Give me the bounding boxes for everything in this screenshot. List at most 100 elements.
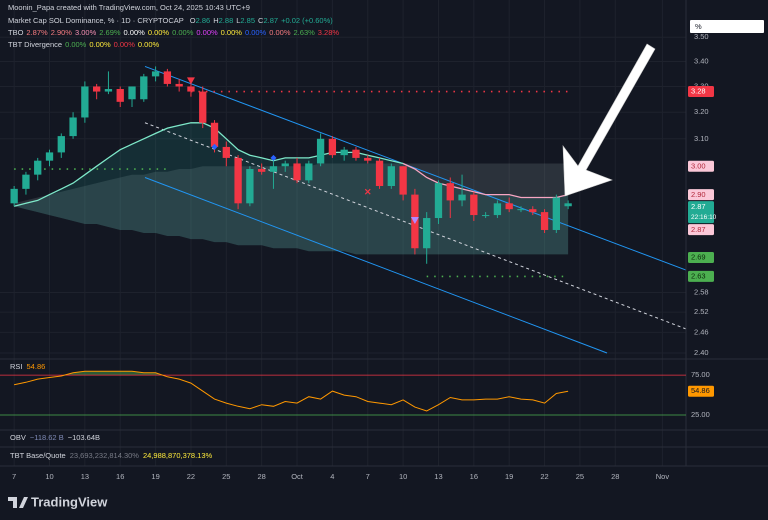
candle-body <box>246 169 254 204</box>
trend-line <box>144 65 687 271</box>
ohlc-value: 2.85 <box>240 16 255 25</box>
rsi-name: RSI <box>10 362 23 371</box>
indicator-value: 0.00% <box>124 28 146 37</box>
price-tag <box>688 201 714 224</box>
candle-body <box>293 163 301 181</box>
signal-marker <box>364 188 371 195</box>
trend-line <box>144 177 608 354</box>
annotation-arrow <box>562 43 656 197</box>
candle-body <box>423 218 431 249</box>
x-tick-label: Oct <box>291 472 304 481</box>
price-tag-label: 2.87 <box>691 225 706 234</box>
y-tick-label: 3.50 <box>694 32 709 41</box>
countdown: 22:16:10 <box>691 214 717 221</box>
x-tick-label: 22 <box>540 472 548 481</box>
candle-body <box>552 197 560 230</box>
x-tick-label: 28 <box>257 472 265 481</box>
ohlc-key: H <box>213 16 218 25</box>
price-tag <box>688 224 714 236</box>
ohlc-value: 2.86 <box>196 16 211 25</box>
tbt-value: 24,988,870,378.13% <box>143 451 213 460</box>
moving-average <box>13 122 404 207</box>
change: +0.02 (+0.60%) <box>281 16 333 25</box>
signal-marker <box>270 154 277 161</box>
candle-body <box>104 89 113 92</box>
y-tick-label: 3.10 <box>694 134 709 143</box>
ohlc-key: O <box>190 16 196 25</box>
candle-body <box>69 117 77 137</box>
obv-name: OBV <box>10 433 26 442</box>
price-pane <box>10 65 687 354</box>
signal-marker <box>186 77 195 85</box>
candle-body <box>57 136 65 153</box>
indicator-value: 3.28% <box>318 28 340 37</box>
candle-body <box>458 194 466 201</box>
candle-body <box>540 212 549 230</box>
unit-box[interactable] <box>690 20 764 33</box>
x-tick-label: 25 <box>576 472 584 481</box>
obv-legend: OBV −118.62 B −103.64B <box>10 433 100 442</box>
lower-panes: OBV −118.62 B −103.64B TBT Base/Quote 23,693… <box>10 433 213 460</box>
price-tag-label: 3.00 <box>691 161 706 170</box>
candle-body <box>517 209 525 211</box>
legend: Moonin_Papa created with TradingView.com… <box>8 3 339 49</box>
candle-body <box>399 166 407 195</box>
indicator-value: 2.63% <box>294 28 316 37</box>
candle-body <box>140 76 148 100</box>
y-tick-label: 3.30 <box>694 81 709 90</box>
candle-body <box>387 166 395 186</box>
y-tick-label: 2.46 <box>694 327 709 336</box>
rsi-tick-label: 25.00 <box>691 410 710 419</box>
grid <box>0 0 686 466</box>
ohlc-value: 2.87 <box>263 16 278 25</box>
x-tick-label: 28 <box>611 472 619 481</box>
moving-average <box>402 162 569 199</box>
candle-body <box>116 89 124 102</box>
indicator-name: TBT Divergence <box>8 40 62 49</box>
indicator-value: 0.00% <box>114 40 136 49</box>
y-tick-label: 2.52 <box>694 307 709 316</box>
ohlc-key: C <box>258 16 264 25</box>
indicator-line: TBT Divergence 0.00% 0.00% 0.00% 0.00% <box>8 40 160 49</box>
candle-body <box>281 163 289 167</box>
y-tick-label: 2.58 <box>694 287 709 296</box>
candle-body <box>81 86 89 118</box>
x-tick-label: 7 <box>366 472 370 481</box>
indicator-value: 2.87% <box>26 28 48 37</box>
rsi-legend: RSI 54.86 <box>10 362 45 371</box>
signal-marker <box>211 143 218 150</box>
indicator-value: 0.00% <box>172 28 194 37</box>
indicator-value: 0.00% <box>89 40 111 49</box>
tbt-legend: TBT Base/Quote 23,693,232,814.30% 24,988,8… <box>10 451 213 460</box>
signal-marker <box>410 216 419 224</box>
x-tick-label: 7 <box>12 472 16 481</box>
candle-body <box>328 138 337 156</box>
price-tag-label: 2.63 <box>691 272 706 281</box>
indicator-line: TBO 2.87% 2.90% 3.00% 2.69% 0.00% 0.00% 0.00% 0.… <box>8 28 339 37</box>
candle-body <box>234 157 242 204</box>
x-tick-label: 10 <box>45 472 53 481</box>
price-tag-label: 2.69 <box>691 253 706 262</box>
candle-body <box>434 183 443 219</box>
candle-body <box>45 152 54 161</box>
ohlc-key: L <box>236 16 240 25</box>
x-tick-label: 19 <box>505 472 513 481</box>
y-tick-label: 3.40 <box>694 56 709 65</box>
x-tick-label: 22 <box>187 472 195 481</box>
price-tag <box>688 86 714 98</box>
logo-mark <box>8 497 28 508</box>
logo: TradingView <box>8 494 108 509</box>
candle-body <box>481 215 490 217</box>
candle-body <box>187 86 195 92</box>
x-tick-label: 16 <box>116 472 124 481</box>
candle-body <box>92 86 101 92</box>
indicator-value: 2.69% <box>99 28 121 37</box>
x-tick-label: 4 <box>330 472 334 481</box>
candle-body <box>128 86 136 100</box>
candle-body <box>305 163 313 181</box>
unit-label: % <box>695 22 702 31</box>
x-tick-label: 13 <box>434 472 442 481</box>
candle-body <box>364 157 372 161</box>
y-tick-label: 2.40 <box>694 348 709 357</box>
